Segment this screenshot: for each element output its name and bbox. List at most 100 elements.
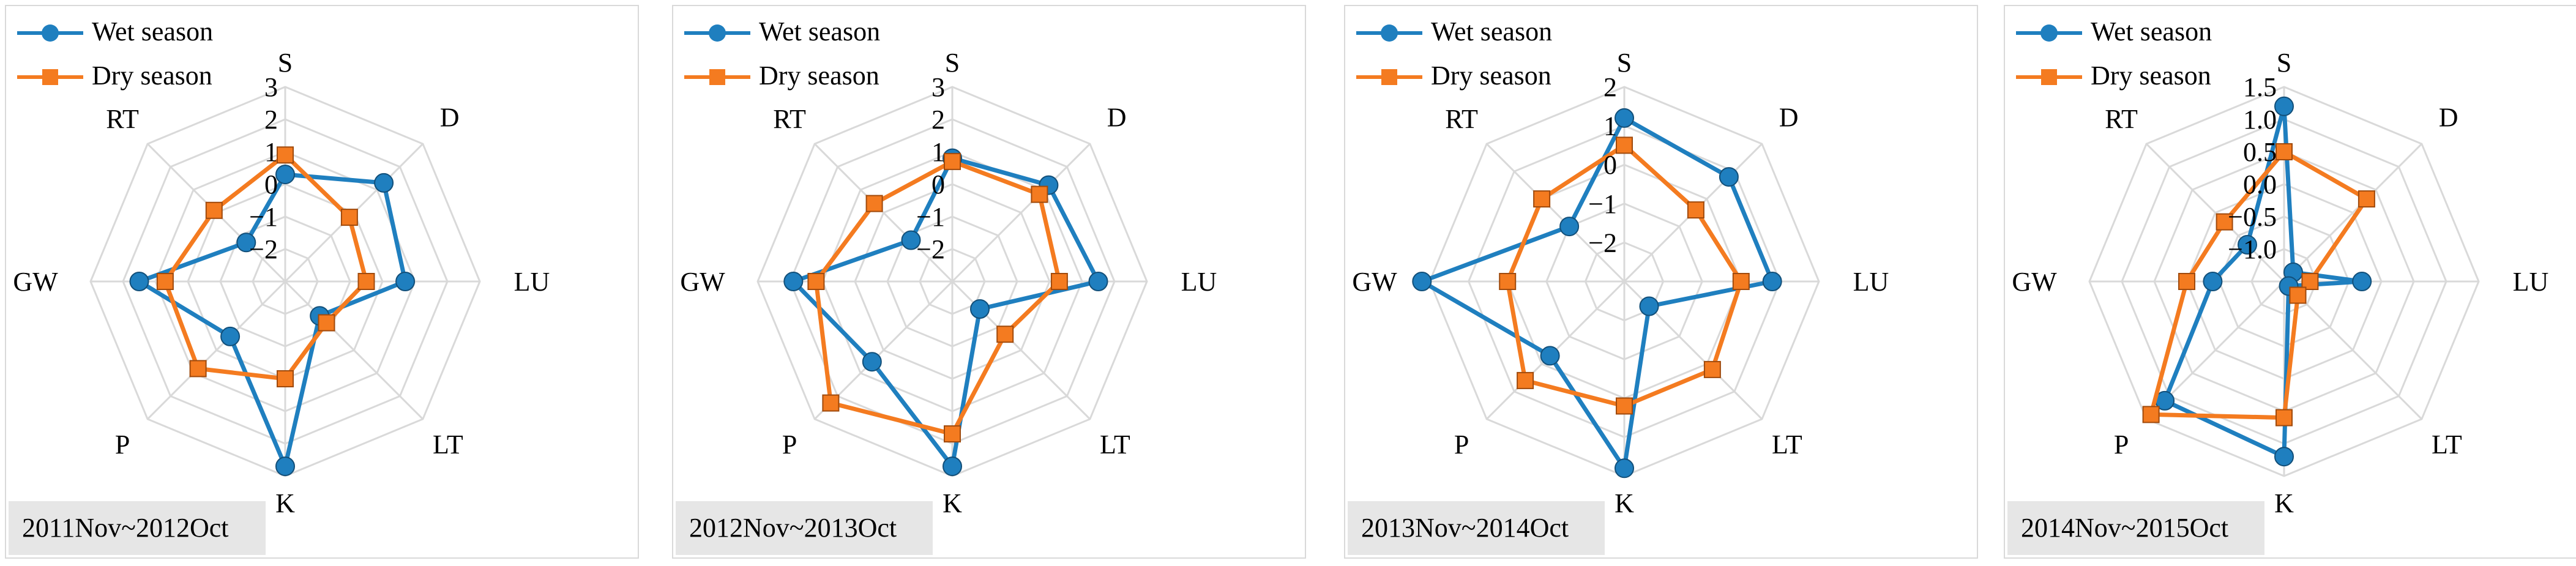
legend-label-dry: Dry season bbox=[2091, 61, 2211, 91]
legend-item-dry: Dry season bbox=[11, 54, 213, 98]
radar-chart: 1.51.00.50.0−0.5−1.0 S D LU LT K P GW RT bbox=[2012, 48, 2549, 518]
axis-label-lt: LT bbox=[1772, 430, 1802, 460]
legend: Wet season Dry season bbox=[678, 10, 880, 98]
axis-spoke bbox=[147, 280, 286, 420]
axis-label-gw: GW bbox=[680, 267, 725, 297]
axis-spoke bbox=[2283, 143, 2422, 283]
legend-item-dry: Dry season bbox=[2010, 54, 2212, 98]
wet-season-point bbox=[236, 233, 256, 253]
dry-season-point bbox=[944, 152, 961, 170]
axis-label-s: S bbox=[1617, 48, 1632, 78]
dry-season-point bbox=[1616, 136, 1633, 154]
legend-label-wet: Wet season bbox=[2091, 17, 2212, 47]
axis-label-gw: GW bbox=[13, 267, 58, 297]
wet-season-point bbox=[1540, 346, 1560, 366]
dry-season-point bbox=[2216, 213, 2233, 231]
tick-label: 1 bbox=[1603, 111, 1617, 141]
axis-spoke bbox=[2283, 280, 2422, 420]
dry-season-point bbox=[1703, 360, 1721, 378]
tick-label: 1 bbox=[264, 137, 278, 167]
axis-spoke bbox=[1486, 143, 1626, 283]
tick-label: 1.5 bbox=[2243, 72, 2277, 102]
dry-season-point bbox=[2289, 286, 2307, 304]
wet-season-point bbox=[2352, 272, 2372, 291]
axis-label-lt: LT bbox=[1100, 430, 1130, 460]
period-label: 2014Nov~2015Oct bbox=[2007, 501, 2264, 555]
legend-marker-dry bbox=[1381, 69, 1397, 85]
legend-marker-wet bbox=[42, 24, 59, 42]
wet-season-point bbox=[1719, 167, 1739, 187]
tick-label: −1 bbox=[916, 202, 945, 232]
wet-season-point bbox=[1615, 108, 1634, 128]
tick-label: −1.0 bbox=[2228, 234, 2277, 264]
legend-marker-dry bbox=[42, 69, 58, 85]
wet-season-point bbox=[1412, 272, 1432, 291]
legend: Wet season Dry season bbox=[1350, 10, 1552, 98]
wet-season-point bbox=[783, 272, 804, 291]
legend-item-dry: Dry season bbox=[678, 54, 880, 98]
dry-season-point bbox=[318, 314, 335, 332]
axis-label-gw: GW bbox=[1352, 267, 1397, 297]
tick-label: −1 bbox=[1588, 189, 1617, 219]
axis-label-gw: GW bbox=[2012, 267, 2057, 297]
axis-spoke bbox=[2146, 143, 2285, 283]
wet-season-point bbox=[275, 456, 295, 477]
axis-spoke bbox=[284, 280, 424, 420]
wet-season-point bbox=[1639, 296, 1659, 316]
period-label: 2011Nov~2012Oct bbox=[9, 501, 266, 555]
axis-label-p: P bbox=[782, 430, 797, 460]
tick-label: −2 bbox=[249, 234, 278, 264]
tick-label: −2 bbox=[916, 234, 945, 264]
tick-label: 3 bbox=[931, 72, 945, 102]
tick-label: −0.5 bbox=[2228, 202, 2277, 232]
radar-panel: 2 1 0 −1 −2 S D LU LT K P GW RT Wet season Dry season 2… bbox=[1344, 5, 1978, 559]
dry-season-point bbox=[807, 273, 825, 290]
legend-marker-dry bbox=[709, 69, 725, 85]
axis-label-s: S bbox=[945, 48, 960, 78]
wet-season-point bbox=[220, 326, 241, 346]
period-label: 2013Nov~2014Oct bbox=[1348, 501, 1605, 555]
dry-season-point bbox=[1687, 201, 1704, 219]
legend-item-wet: Wet season bbox=[2010, 10, 2212, 54]
dry-season-point bbox=[2275, 409, 2293, 426]
dry-season-point bbox=[205, 201, 223, 219]
tick-label: −1 bbox=[249, 202, 278, 232]
dry-season-point bbox=[340, 209, 358, 226]
dry-season-point bbox=[156, 273, 174, 290]
tick-label: 0 bbox=[931, 169, 945, 199]
axis-spoke bbox=[814, 143, 954, 283]
wet-season-point bbox=[1762, 272, 1782, 291]
axis-label-rt: RT bbox=[773, 104, 806, 134]
axis-label-k: K bbox=[1615, 488, 1634, 518]
axis-label-d: D bbox=[440, 102, 460, 132]
legend-label-dry: Dry season bbox=[1431, 61, 1551, 91]
legend-label-wet: Wet season bbox=[1431, 17, 1553, 47]
wet-season-point bbox=[901, 230, 921, 250]
tick-label: 2 bbox=[264, 105, 278, 135]
wet-season-point bbox=[275, 165, 295, 185]
axis-label-rt: RT bbox=[106, 104, 139, 134]
dry-season-point bbox=[944, 425, 961, 443]
axis-label-d: D bbox=[2439, 102, 2458, 132]
legend-label-dry: Dry season bbox=[759, 61, 879, 91]
dry-season-point bbox=[1533, 190, 1551, 208]
axis-label-lu: LU bbox=[2513, 267, 2549, 297]
dry-season-point bbox=[1517, 371, 1534, 389]
tick-label: 0.0 bbox=[2243, 169, 2277, 199]
axis-label-k: K bbox=[275, 488, 295, 518]
dry-season-point bbox=[1031, 185, 1048, 203]
wet-season-point bbox=[1615, 458, 1634, 478]
legend-marker-dry bbox=[2041, 69, 2057, 85]
wet-season-point bbox=[2203, 272, 2223, 291]
wet-season-point bbox=[862, 352, 882, 372]
legend: Wet season Dry season bbox=[2010, 10, 2212, 98]
axis-label-p: P bbox=[1454, 430, 1469, 460]
period-label: 2012Nov~2013Oct bbox=[676, 501, 933, 555]
legend-item-dry: Dry season bbox=[1350, 54, 1552, 98]
tick-label: 0 bbox=[264, 169, 278, 199]
tick-label: 1 bbox=[931, 137, 945, 167]
axis-label-p: P bbox=[115, 430, 130, 460]
dry-season-point bbox=[2178, 273, 2195, 290]
axis-label-lu: LU bbox=[1181, 267, 1217, 297]
